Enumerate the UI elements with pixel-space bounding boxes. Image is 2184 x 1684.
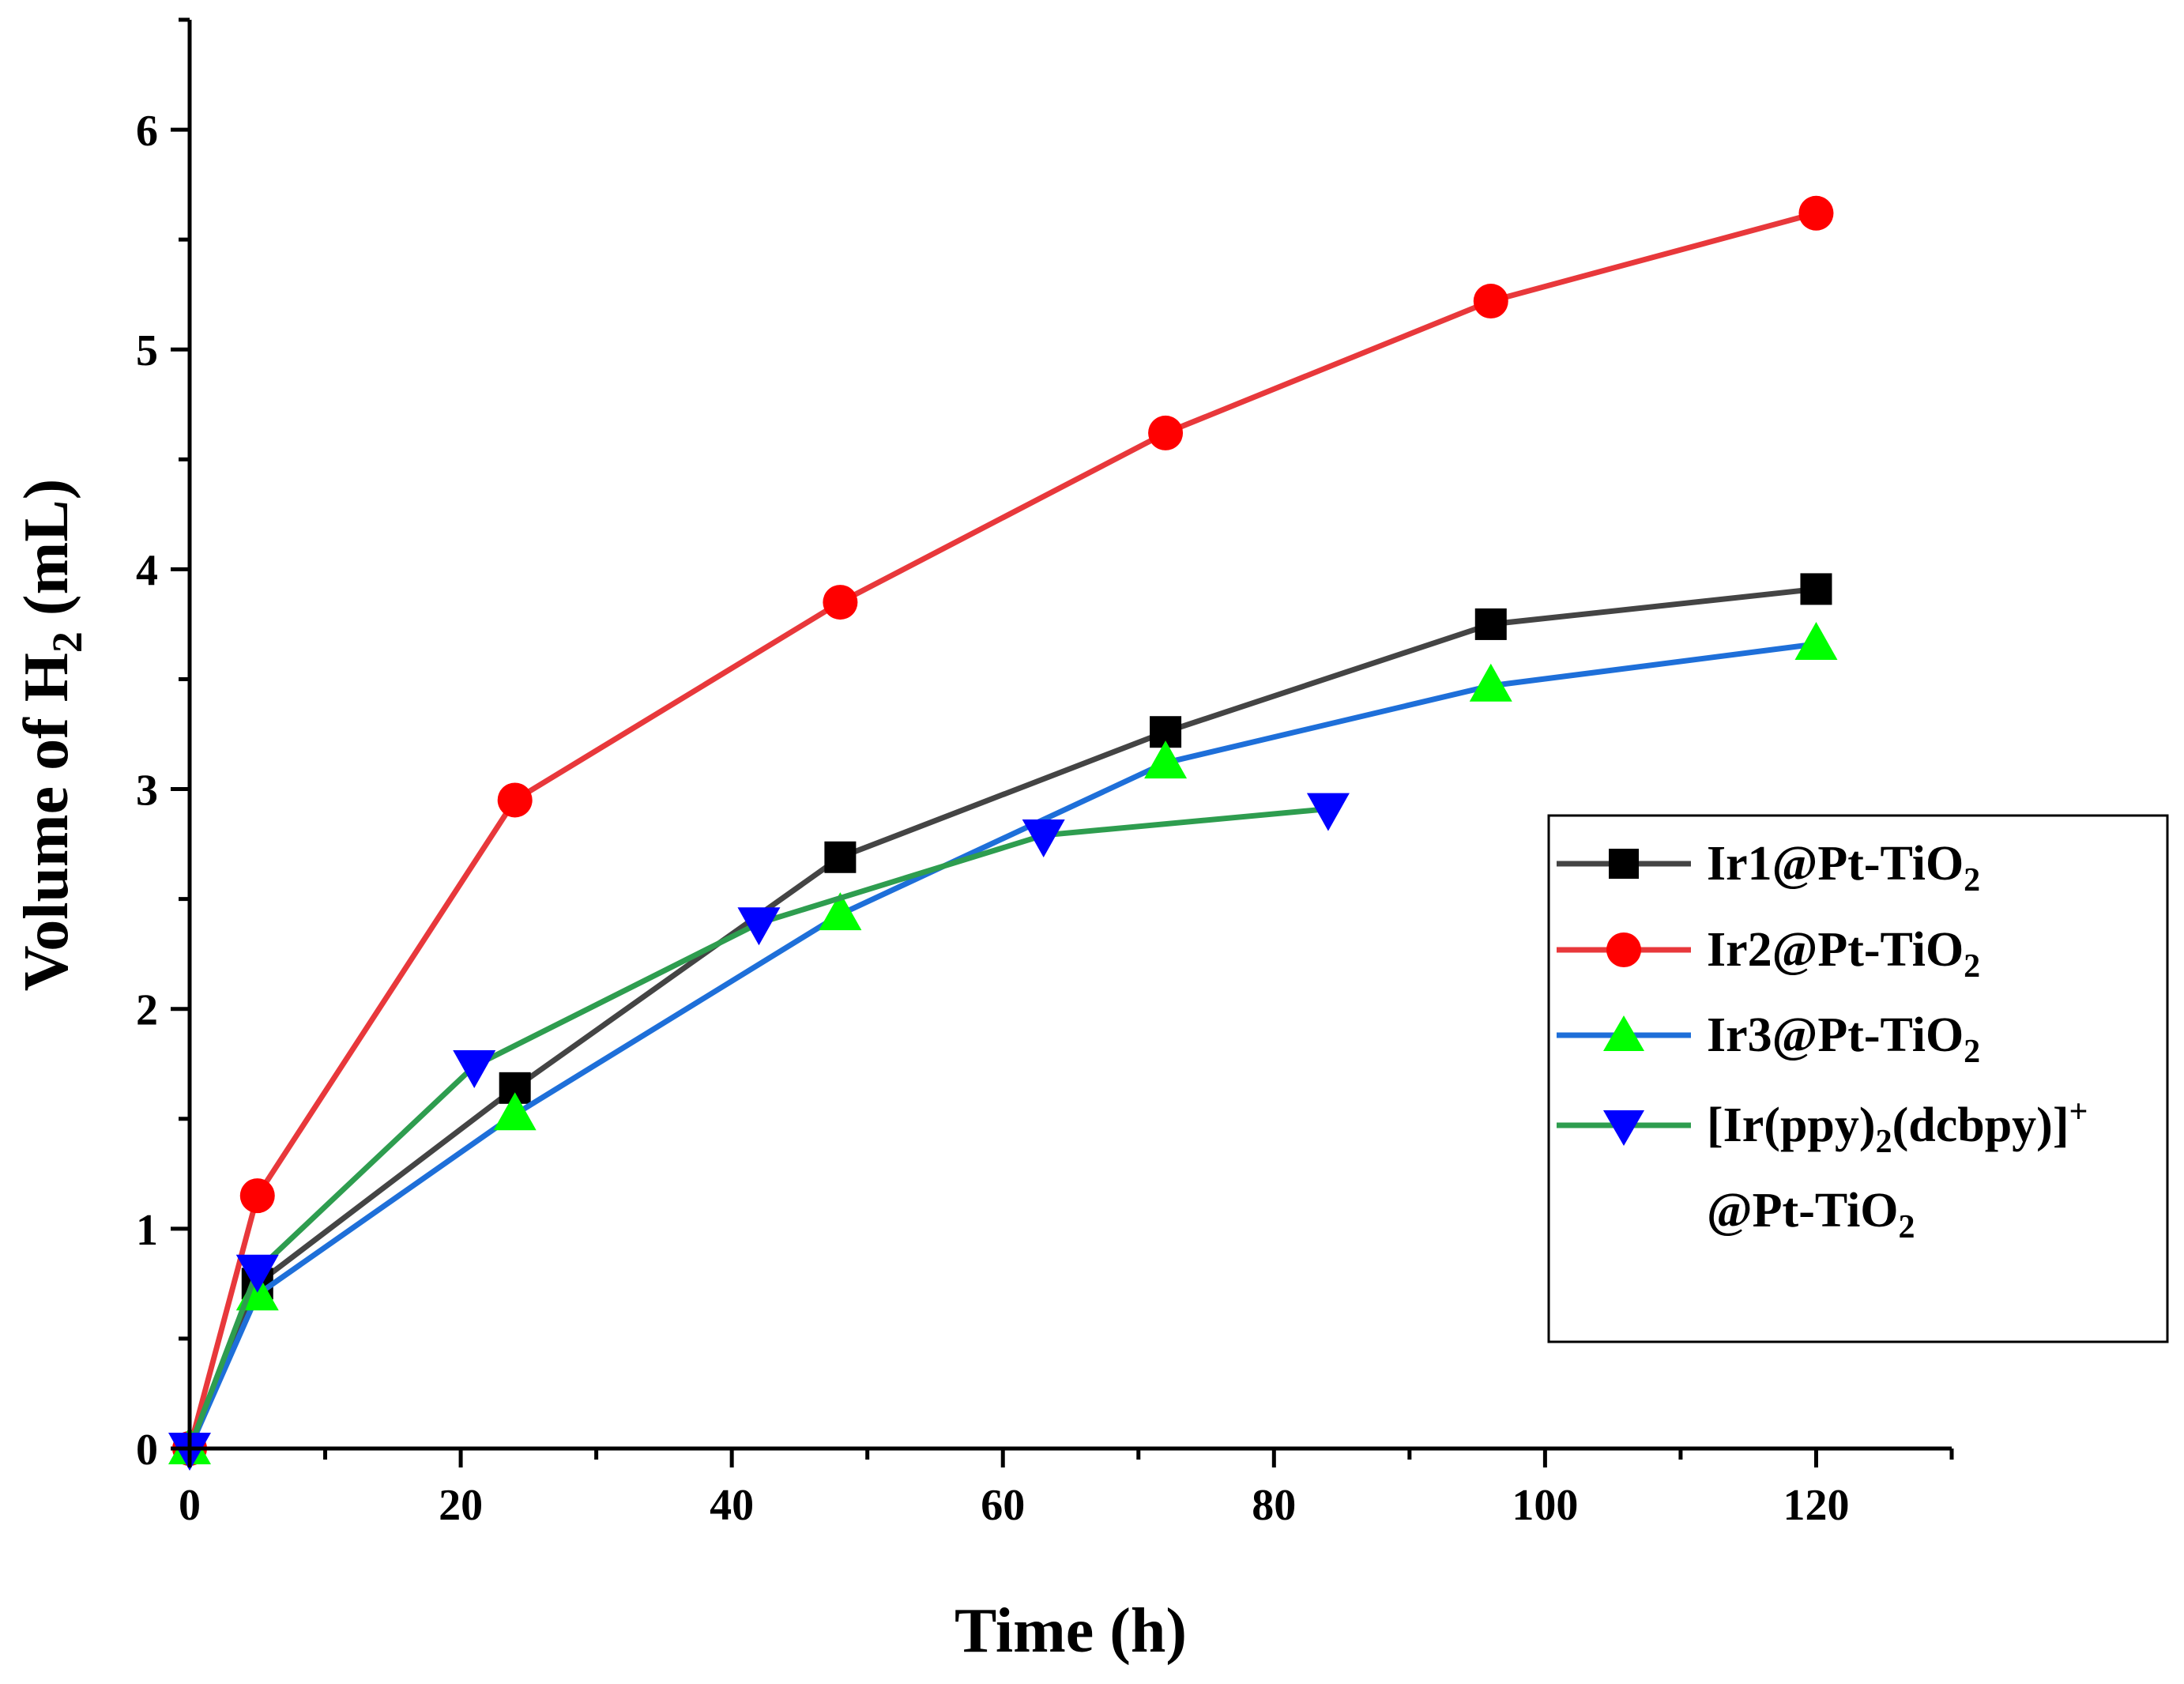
marker-triangle-up-6	[1794, 621, 1838, 660]
y-tick-label: 2	[136, 986, 158, 1035]
marker-triangle-down-5	[1306, 793, 1350, 831]
y-tick-label: 0	[136, 1426, 158, 1475]
legend-label-ir-ppy-line1: [Ir(ppy)2(dcbpy)]+	[1707, 1094, 2088, 1160]
x-tick-label: 100	[1512, 1481, 1578, 1530]
x-tick-label: 120	[1783, 1481, 1849, 1530]
marker-triangle-up-5	[1469, 663, 1512, 702]
x-tick-label: 0	[179, 1481, 201, 1530]
marker-square-3	[824, 841, 857, 873]
y-axis-title-sub: 2	[43, 631, 91, 653]
x-tick-label: 80	[1252, 1481, 1296, 1530]
y-ticks: 0 1 2 3 4 5 6	[136, 17, 190, 1475]
legend-label-ir3: Ir3@Pt-TiO2	[1707, 1008, 1980, 1070]
y-tick-label: 4	[136, 546, 158, 595]
marker-circle-2	[497, 782, 533, 818]
y-axis-title: Volume of H2 (mL)	[12, 479, 91, 991]
x-tick-label: 60	[981, 1481, 1025, 1530]
y-tick-label: 6	[136, 107, 158, 156]
legend-label-ir-ppy-line2: @Pt-TiO2	[1707, 1184, 1915, 1245]
marker-triangle-up-2	[493, 1092, 537, 1131]
axes-layer	[187, 20, 1952, 1451]
marker-square-5	[1474, 608, 1507, 640]
x-axis-title: Time (h)	[955, 1596, 1187, 1666]
legend-box	[1547, 814, 2169, 1343]
legend-marker-ir2	[1606, 932, 1641, 967]
x-ticks: 0 20 40 60 80 100 120	[179, 1449, 1954, 1530]
legend-marker-ir-ppy	[1603, 1110, 1644, 1146]
marker-triangle-down-3	[737, 907, 781, 946]
legend-label-ir1: Ir1@Pt-TiO2	[1707, 837, 1980, 899]
y-tick-label: 5	[136, 326, 158, 375]
y-tick-label: 3	[136, 767, 158, 816]
x-tick-label: 20	[439, 1481, 483, 1530]
legend-marker-ir3	[1603, 1015, 1644, 1051]
y-axis-title-main: Volume of H	[12, 653, 81, 991]
legend-label-ir2: Ir2@Pt-TiO2	[1707, 923, 1980, 985]
series-line-4	[186, 806, 1329, 1450]
legend-marker-ir1	[1609, 849, 1639, 879]
marker-triangle-up-4	[1144, 740, 1188, 779]
marker-circle-6	[1798, 195, 1834, 231]
legend: Ir1@Pt-TiO2 Ir2@Pt-TiO2 Ir3@Pt-TiO2 [Ir(…	[1547, 814, 2169, 1343]
marker-circle-4	[1148, 415, 1184, 450]
marker-triangle-down-4	[1022, 819, 1065, 857]
y-tick-label: 1	[136, 1206, 158, 1255]
marker-circle-1	[239, 1178, 275, 1214]
x-tick-label: 40	[710, 1481, 754, 1530]
marker-square-6	[1800, 573, 1832, 605]
marker-triangle-down-1	[235, 1254, 279, 1293]
y-axis-title-tail: (mL)	[12, 479, 81, 631]
marker-circle-3	[823, 585, 858, 620]
marker-triangle-down-2	[453, 1050, 496, 1089]
marker-triangle-up-3	[819, 892, 862, 931]
marker-circle-5	[1473, 284, 1508, 319]
